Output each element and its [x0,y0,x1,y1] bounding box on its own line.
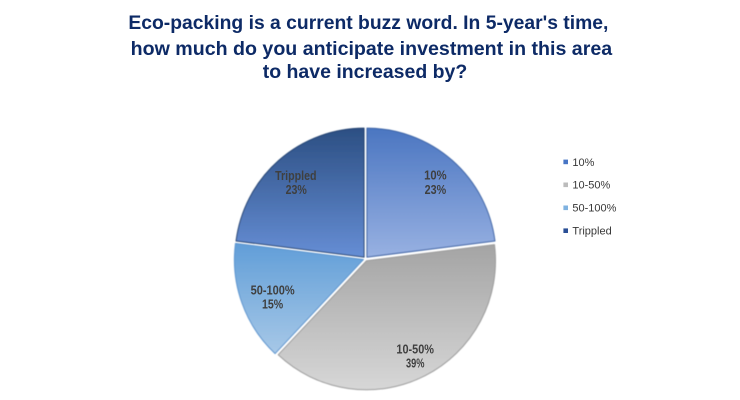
svg-text:Trippled: Trippled [275,169,316,183]
svg-text:50-100%: 50-100% [251,284,295,298]
svg-text:15%: 15% [262,298,283,312]
svg-text:how much do you anticipate inv: how much do you anticipate investment in… [131,38,613,60]
svg-text:to have increased by?: to have increased by? [263,61,468,83]
svg-text:Trippled: Trippled [572,226,611,238]
svg-text:10%: 10% [424,168,447,182]
svg-text:10-50%: 10-50% [396,342,434,356]
svg-text:50-100%: 50-100% [572,203,616,215]
svg-text:10%: 10% [572,157,594,169]
svg-text:39%: 39% [406,356,425,370]
svg-text:23%: 23% [286,183,307,197]
svg-text:Eco-packing is a current buzz: Eco-packing is a current buzz word. In 5… [128,12,608,34]
svg-text:10-50%: 10-50% [572,180,610,192]
svg-text:23%: 23% [425,183,447,197]
